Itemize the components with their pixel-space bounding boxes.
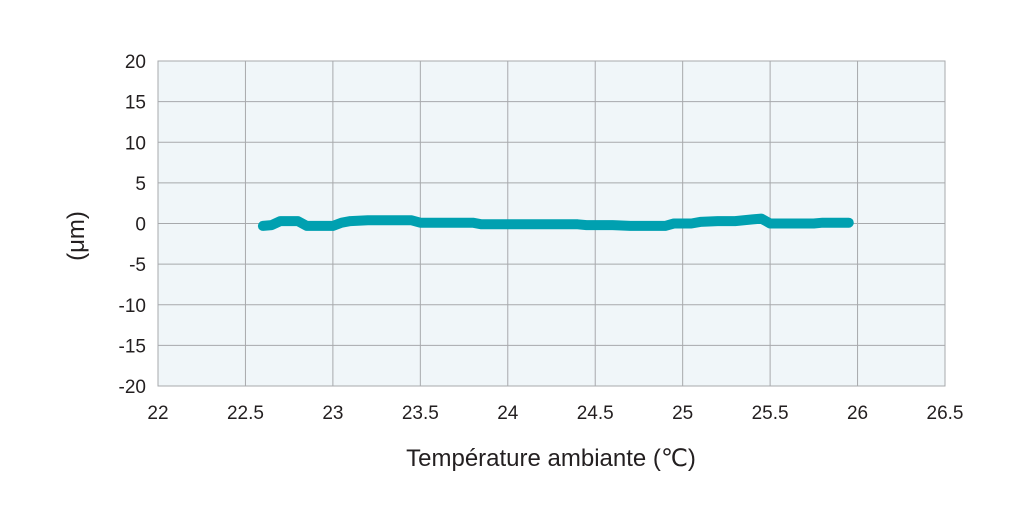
y-tick-label: 10: [125, 133, 146, 154]
x-tick-label: 22.5: [227, 403, 264, 424]
x-tick-label: 22: [147, 403, 168, 424]
x-tick-label: 24: [497, 403, 519, 424]
x-tick-label: 26: [847, 403, 868, 424]
x-axis-label: Température ambiante (℃): [406, 445, 696, 472]
x-tick-label: 25: [672, 403, 693, 424]
series-line: [257, 213, 854, 231]
y-tick-labels: 20 15 10 5 0 -5 -10 -15 -20: [119, 52, 146, 398]
y-tick-label: -20: [119, 377, 146, 398]
y-tick-label: -10: [119, 296, 146, 317]
x-tick-label: 26.5: [927, 403, 964, 424]
plot-border: [157, 60, 946, 387]
x-tick-label: 24.5: [577, 403, 614, 424]
x-tick-labels: 22 22.5 23 23.5 24 24.5 25 25.5 26 26.5: [147, 403, 963, 424]
x-tick-label: 25.5: [752, 403, 789, 424]
y-tick-label: 15: [125, 93, 146, 114]
x-tick-label: 23.5: [402, 403, 439, 424]
y-axis-label: (μm): [63, 211, 90, 261]
y-tick-label: -15: [119, 336, 146, 357]
y-tick-label: -5: [129, 255, 146, 276]
y-tick-label: 0: [135, 215, 146, 236]
y-tick-label: 5: [135, 174, 146, 195]
x-tick-label: 23: [322, 403, 343, 424]
y-tick-label: 20: [125, 52, 146, 73]
